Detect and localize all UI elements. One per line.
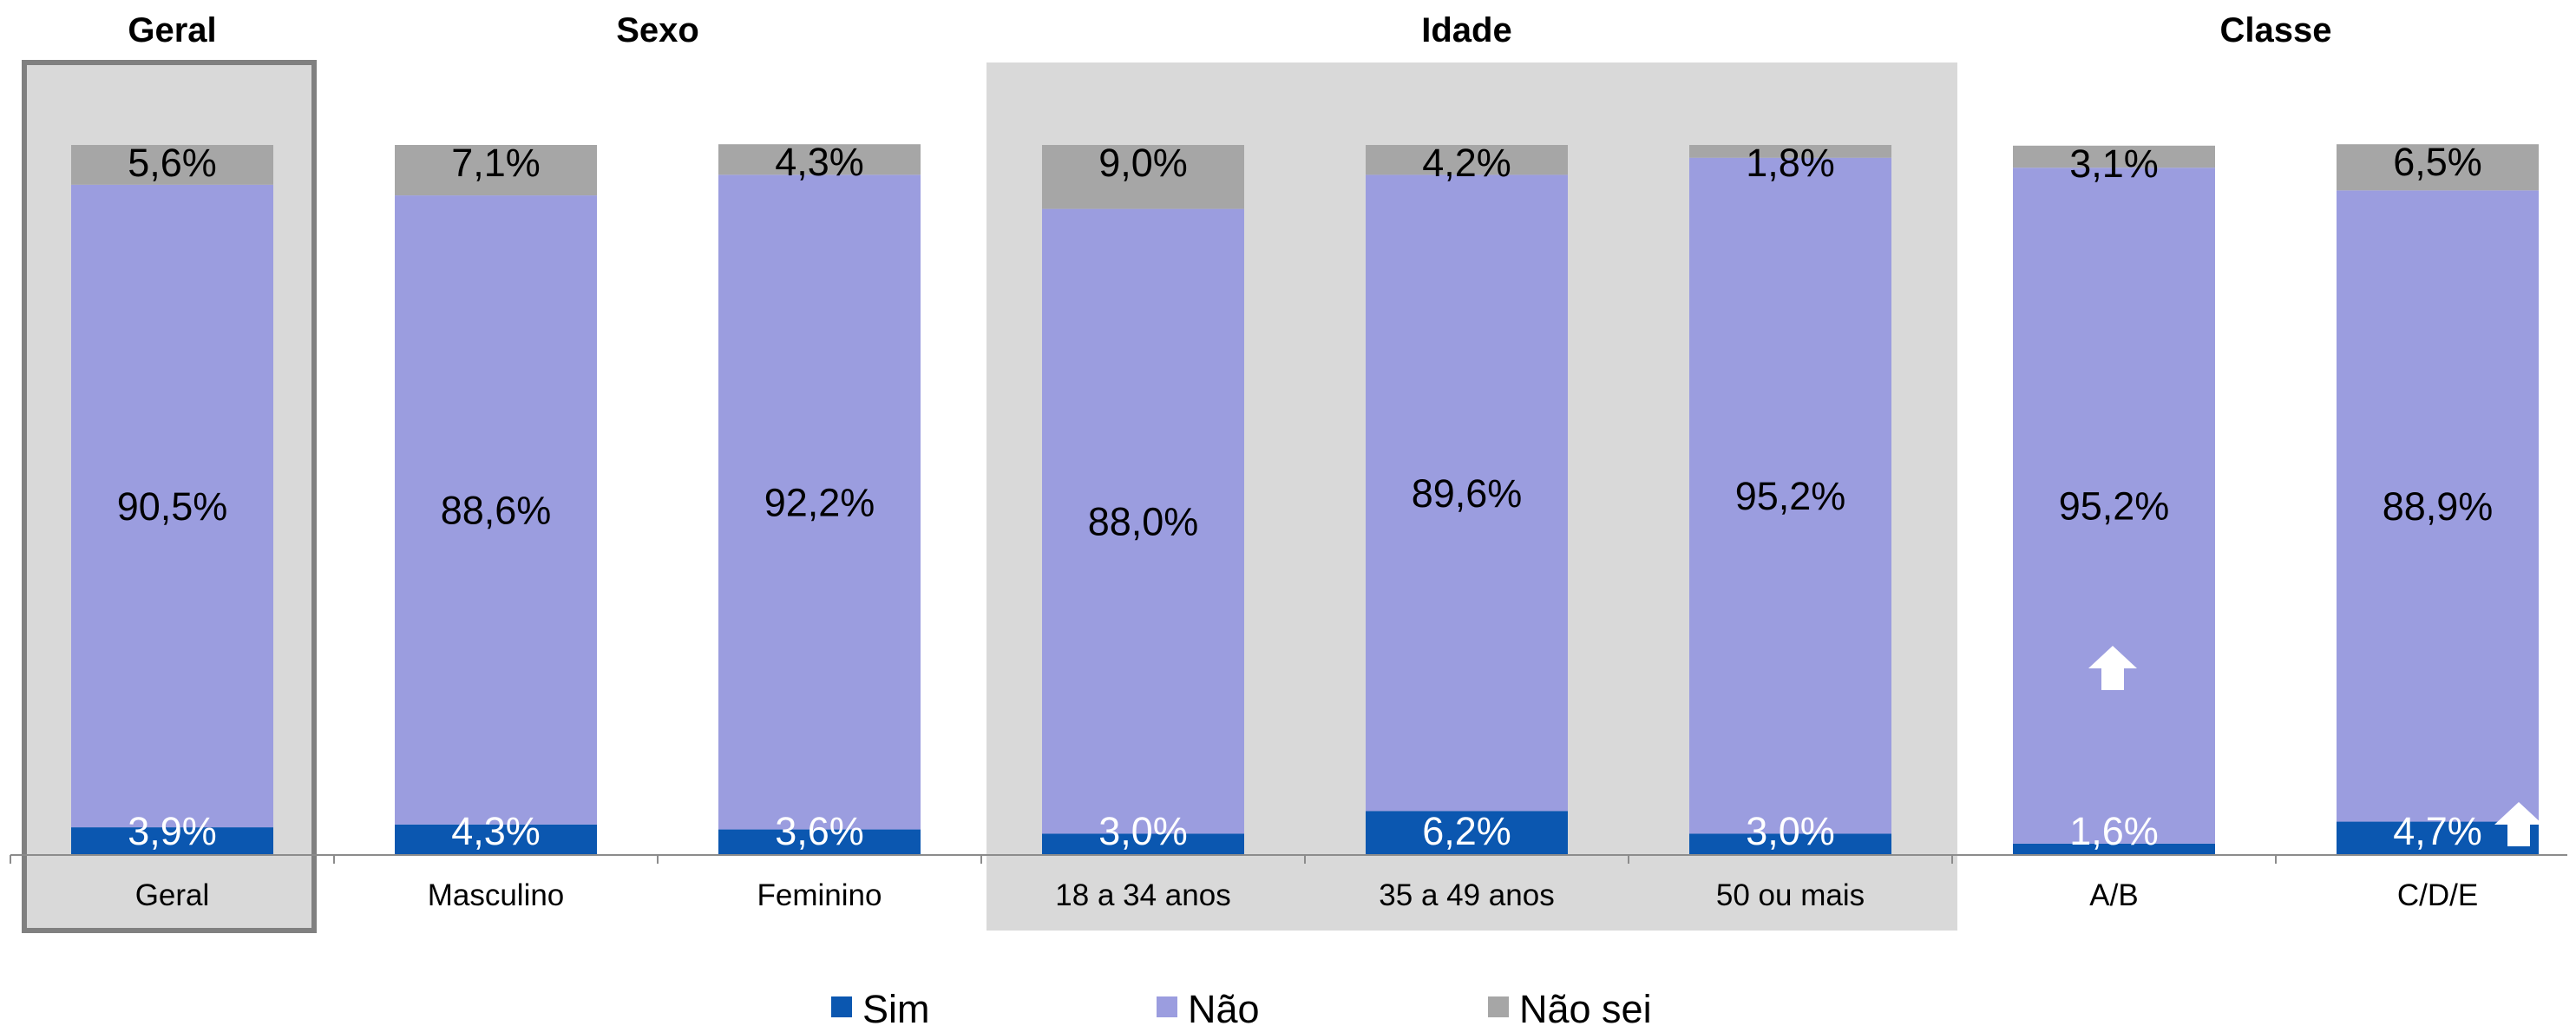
group-title-geral: Geral bbox=[128, 11, 216, 49]
bar-n-o-feminino bbox=[718, 174, 921, 830]
legend-label-n-o: Não bbox=[1188, 987, 1260, 1026]
bar-n-o-geral bbox=[71, 184, 273, 828]
bar-n-o-sei-geral bbox=[71, 145, 273, 185]
group-titles: Geral Sexo Idade Classe bbox=[128, 11, 2331, 49]
bar-n-o-35-a-49-anos bbox=[1366, 174, 1568, 812]
data-label-n-o-sei-c-d-e: 6,5% bbox=[2393, 140, 2482, 184]
background-panels bbox=[22, 60, 1957, 933]
data-label-n-o-sei-18-a-34-anos: 9,0% bbox=[1098, 141, 1188, 185]
bar-sim-c-d-e bbox=[2337, 821, 2539, 855]
legend-swatch-n-o-sei bbox=[1488, 996, 1509, 1017]
bar-sim-a-b bbox=[2013, 843, 2215, 855]
legend: Sim Não Não sei bbox=[831, 987, 1652, 1026]
group-title-sexo: Sexo bbox=[616, 11, 699, 49]
category-label-50-ou-mais: 50 ou mais bbox=[1716, 878, 1865, 912]
data-label-n-o-sei-geral: 5,6% bbox=[128, 141, 217, 185]
x-axis bbox=[10, 854, 2567, 864]
up-arrow-icon bbox=[2088, 646, 2137, 690]
bar-n-o-sei-35-a-49-anos bbox=[1366, 145, 1568, 175]
data-label-n-o-c-d-e: 88,9% bbox=[2383, 484, 2494, 529]
data-label-n-o-50-ou-mais: 95,2% bbox=[1735, 474, 1846, 518]
bar-n-o-sei-a-b bbox=[2013, 145, 2215, 168]
bar-sim-masculino bbox=[395, 824, 597, 855]
significance-arrows bbox=[2088, 646, 2543, 846]
data-label-n-o-geral: 90,5% bbox=[117, 484, 228, 529]
data-label-n-o-sei-feminino: 4,3% bbox=[775, 140, 864, 184]
data-label-n-o-a-b: 95,2% bbox=[2059, 484, 2170, 529]
legend-swatch-sim bbox=[831, 996, 852, 1017]
data-label-sim-geral: 3,9% bbox=[128, 809, 217, 853]
bar-n-o-sei-feminino bbox=[718, 144, 921, 175]
data-label-n-o-masculino: 88,6% bbox=[441, 488, 552, 532]
data-label-sim-c-d-e: 4,7% bbox=[2393, 809, 2482, 853]
bar-n-o-c-d-e bbox=[2337, 190, 2539, 822]
data-label-n-o-feminino: 92,2% bbox=[764, 480, 875, 524]
data-label-sim-18-a-34-anos: 3,0% bbox=[1098, 809, 1188, 853]
bar-n-o-sei-c-d-e bbox=[2337, 144, 2539, 191]
data-label-sim-a-b: 1,6% bbox=[2069, 809, 2159, 853]
data-label-n-o-18-a-34-anos: 88,0% bbox=[1088, 500, 1199, 544]
bar-n-o-18-a-34-anos bbox=[1042, 208, 1244, 834]
group-title-idade: Idade bbox=[1421, 11, 1511, 49]
category-label-feminino: Feminino bbox=[757, 878, 882, 912]
legend-swatch-n-o bbox=[1157, 996, 1177, 1017]
category-labels: Geral Masculino Feminino 18 a 34 anos 35 a 4… bbox=[135, 878, 2478, 912]
category-label-masculino: Masculino bbox=[428, 878, 565, 912]
data-label-n-o-35-a-49-anos: 89,6% bbox=[1412, 471, 1523, 516]
data-label-sim-feminino: 3,6% bbox=[775, 809, 864, 853]
data-label-n-o-sei-50-ou-mais: 1,8% bbox=[1746, 141, 1835, 185]
category-label-35-a-49-anos: 35 a 49 anos bbox=[1379, 878, 1554, 912]
legend-label-sim: Sim bbox=[862, 987, 930, 1026]
bars: 3,9% 90,5% 5,6% 4,3% 88,6% 7,1% 3,6% 92,2% 4,3% 3… bbox=[71, 140, 2539, 855]
data-label-n-o-sei-35-a-49-anos: 4,2% bbox=[1422, 141, 1511, 185]
bar-n-o-masculino bbox=[395, 195, 597, 825]
category-label-geral: Geral bbox=[135, 878, 210, 912]
bar-sim-geral bbox=[71, 827, 273, 855]
data-label-n-o-sei-masculino: 7,1% bbox=[451, 141, 541, 185]
bar-sim-35-a-49-anos bbox=[1366, 811, 1568, 855]
data-label-sim-50-ou-mais: 3,0% bbox=[1746, 809, 1835, 853]
legend-label-n-o-sei: Não sei bbox=[1519, 987, 1652, 1026]
bar-sim-50-ou-mais bbox=[1689, 833, 1891, 855]
category-label-18-a-34-anos: 18 a 34 anos bbox=[1055, 878, 1230, 912]
bar-sim-feminino bbox=[718, 829, 921, 855]
bar-sim-18-a-34-anos bbox=[1042, 833, 1244, 855]
bar-n-o-a-b bbox=[2013, 168, 2215, 844]
bar-n-o-sei-masculino bbox=[395, 145, 597, 196]
bar-n-o-sei-50-ou-mais bbox=[1689, 145, 1891, 158]
data-label-n-o-sei-a-b: 3,1% bbox=[2069, 141, 2159, 186]
up-arrow-icon bbox=[2494, 802, 2543, 846]
group-title-classe: Classe bbox=[2220, 11, 2332, 49]
bar-n-o-50-ou-mais bbox=[1689, 157, 1891, 834]
category-label-c-d-e: C/D/E bbox=[2397, 878, 2478, 912]
data-label-sim-masculino: 4,3% bbox=[451, 809, 541, 853]
category-label-a-b: A/B bbox=[2089, 878, 2138, 912]
bar-n-o-sei-18-a-34-anos bbox=[1042, 145, 1244, 209]
data-label-sim-35-a-49-anos: 6,2% bbox=[1422, 809, 1511, 853]
